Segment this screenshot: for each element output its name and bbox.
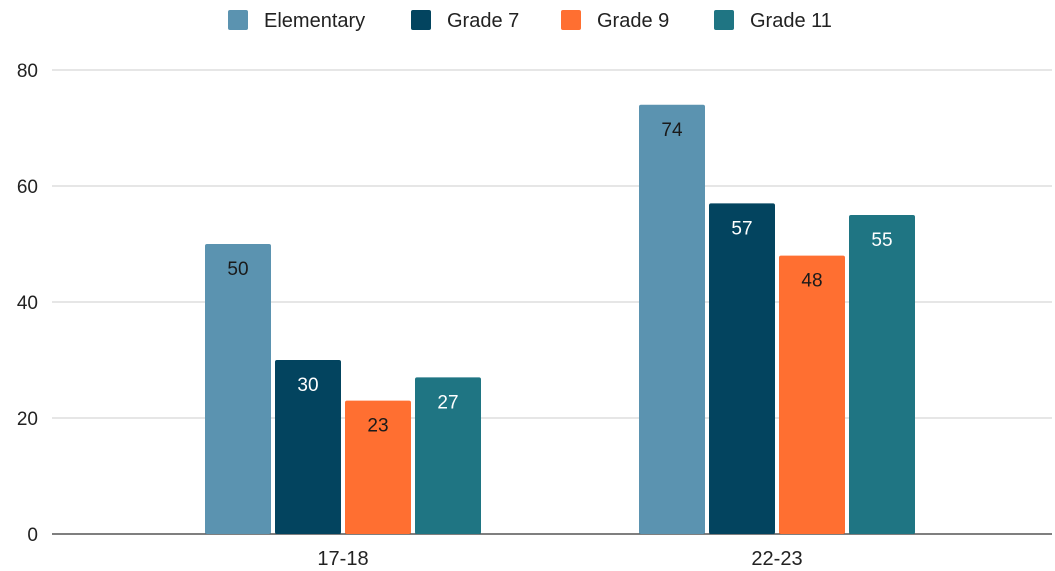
data-label: 23 [367,416,388,437]
x-axis-categories: 17-18 22-23 [317,548,802,570]
data-label: 30 [297,375,318,396]
data-label: 74 [661,120,683,141]
y-tick-label: 60 [17,177,38,198]
legend-label: Grade 7 [447,10,519,32]
legend-swatch-grade-9 [561,10,581,30]
legend-label: Grade 9 [597,10,669,32]
bar-grade-11-22-23 [849,215,915,534]
bars [205,105,915,534]
data-label: 55 [871,230,892,251]
y-tick-label: 20 [17,409,38,430]
bar-elementary-22-23 [639,105,705,534]
data-label: 57 [731,218,752,239]
legend-label: Grade 11 [750,10,832,32]
bar-grade-9-22-23 [779,256,845,534]
data-label: 50 [227,259,248,280]
y-tick-label: 80 [17,61,38,82]
data-label: 48 [801,271,822,292]
y-tick-label: 0 [27,525,38,546]
y-axis-ticks: 0 20 40 60 80 [17,61,38,546]
legend-label: Elementary [264,10,365,32]
legend-swatch-grade-7 [411,10,431,30]
x-category-label: 22-23 [751,548,802,570]
x-category-label: 17-18 [317,548,368,570]
data-label: 27 [437,392,458,413]
legend-swatch-elementary [228,10,248,30]
bar-elementary-17-18 [205,244,271,534]
y-tick-label: 40 [17,293,38,314]
legend: Elementary Grade 7 Grade 9 Grade 11 [228,10,832,32]
legend-swatch-grade-11 [714,10,734,30]
bar-grade-7-22-23 [709,203,775,534]
